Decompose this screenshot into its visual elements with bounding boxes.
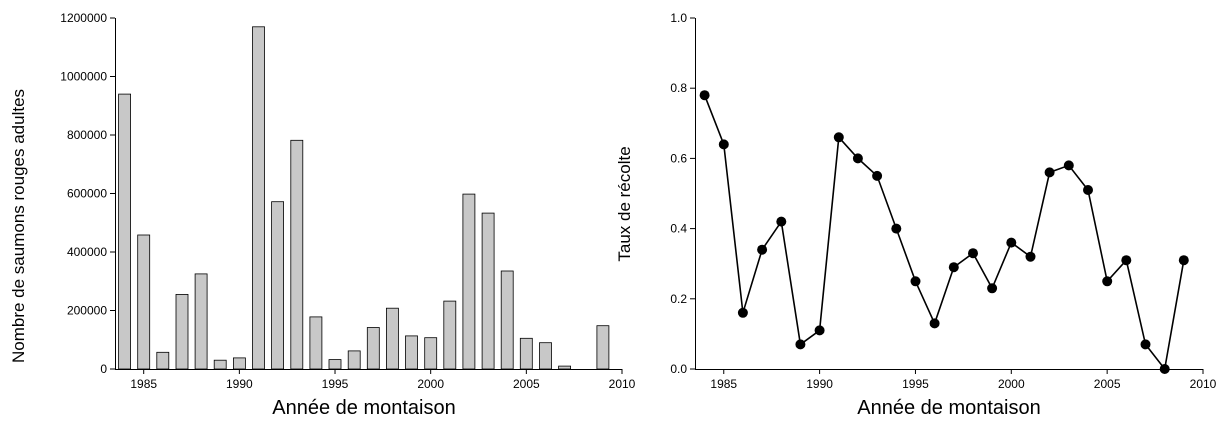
x-tick-label: 2000 <box>417 377 444 391</box>
harvest-rate-points <box>699 90 1189 374</box>
bar-chart: 1985 1990 1995 2000 2005 2010 0 200000 400000 60… <box>9 11 636 419</box>
bar <box>424 337 438 370</box>
right-y-axis-label: Taux de récolte <box>615 146 634 261</box>
right-x-axis-label: Année de montaison <box>857 397 1040 419</box>
x-tick-label: 1990 <box>806 377 833 391</box>
bar <box>385 307 399 370</box>
bar <box>500 270 514 370</box>
bar <box>309 316 323 370</box>
bar <box>596 325 610 370</box>
data-point <box>1025 251 1036 262</box>
data-point <box>1006 237 1017 248</box>
y-tick-label: 1.0 <box>670 11 687 25</box>
y-tick-label: 0.0 <box>670 362 687 376</box>
data-point <box>968 248 978 259</box>
right-y-ticks: 0.0 0.2 0.4 0.6 0.8 1.0 <box>670 11 695 376</box>
harvest-rate-line <box>703 94 1185 371</box>
bar <box>232 357 246 370</box>
data-point <box>948 262 959 273</box>
bar <box>328 359 342 370</box>
y-tick-label: 0.8 <box>670 81 687 95</box>
data-point <box>1121 255 1132 266</box>
line-chart: 1985 1990 1995 2000 2005 2010 0.0 0.2 0.4 0.6 0.8… <box>615 11 1217 419</box>
x-tick-label: 2005 <box>513 377 540 391</box>
bar <box>194 273 208 370</box>
bar <box>481 212 495 370</box>
bar <box>290 139 304 370</box>
bar <box>213 359 227 370</box>
data-point <box>1102 276 1113 287</box>
y-tick-label: 1200000 <box>60 11 107 25</box>
y-tick-label: 0.6 <box>670 151 687 165</box>
data-point <box>699 90 710 101</box>
data-point <box>718 139 729 150</box>
x-tick-label: 2000 <box>998 377 1025 391</box>
bar <box>252 26 265 370</box>
data-point <box>795 339 806 350</box>
x-tick-label: 1985 <box>130 377 157 391</box>
x-tick-label: 2005 <box>1094 377 1121 391</box>
left-x-axis-label: Année de montaison <box>272 397 455 419</box>
x-tick-label: 2010 <box>609 377 636 391</box>
data-point <box>776 216 787 227</box>
data-point <box>1140 339 1151 350</box>
bar <box>137 234 151 370</box>
x-tick-label: 1995 <box>322 377 349 391</box>
data-point <box>929 318 940 329</box>
bar-series <box>118 26 610 370</box>
y-tick-label: 600000 <box>67 187 107 201</box>
data-point <box>814 325 825 336</box>
data-point <box>833 132 844 143</box>
data-point <box>1159 364 1170 374</box>
data-point <box>872 170 883 181</box>
y-tick-label: 1000000 <box>60 70 107 84</box>
y-tick-label: 400000 <box>67 245 107 259</box>
data-point <box>987 283 998 294</box>
bar <box>175 293 189 370</box>
x-tick-label: 1990 <box>226 377 253 391</box>
y-tick-label: 0 <box>100 362 107 376</box>
bar <box>366 327 380 370</box>
data-point <box>891 223 902 234</box>
data-point <box>757 244 768 255</box>
x-tick-label: 1995 <box>902 377 929 391</box>
bar <box>539 342 552 370</box>
x-tick-label: 2010 <box>1190 377 1217 391</box>
bar <box>271 201 285 370</box>
data-point <box>910 276 921 287</box>
right-x-ticks: 1985 1990 1995 2000 2005 2010 <box>710 369 1217 391</box>
bar <box>118 93 131 370</box>
y-tick-label: 0.4 <box>670 222 687 236</box>
bar <box>405 335 418 370</box>
y-tick-label: 200000 <box>67 304 107 318</box>
left-y-axis-label: Nombre de saumons rouges adultes <box>9 89 28 363</box>
bar <box>558 365 571 370</box>
bar <box>519 337 533 370</box>
y-tick-label: 800000 <box>67 128 107 142</box>
bar <box>443 300 457 370</box>
bar <box>156 351 170 370</box>
data-point <box>1178 255 1189 266</box>
data-point <box>1063 160 1074 171</box>
data-point <box>737 307 748 318</box>
bar <box>347 350 361 370</box>
bar <box>462 193 476 370</box>
data-point <box>1083 185 1093 195</box>
y-tick-label: 0.2 <box>670 292 687 306</box>
data-point <box>852 153 863 164</box>
left-y-ticks: 0 200000 400000 600000 800000 1000000 1200000 <box>60 11 115 376</box>
x-tick-label: 1985 <box>710 377 737 391</box>
data-point <box>1044 167 1055 178</box>
left-x-ticks: 1985 1990 1995 2000 2005 2010 <box>130 369 636 391</box>
